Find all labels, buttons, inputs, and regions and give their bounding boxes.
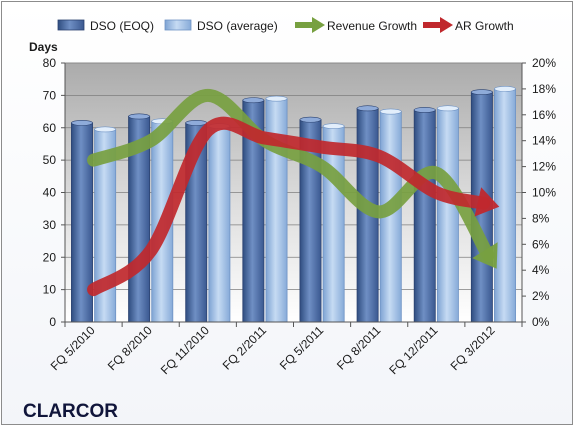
- y-right-tick-label: 6%: [532, 237, 550, 251]
- y-left-tick-label: 20: [43, 250, 57, 264]
- legend-arrowhead-revenue-growth: [312, 17, 325, 33]
- bar-cap: [322, 123, 345, 130]
- y-left-tick-label: 70: [43, 88, 57, 102]
- legend-label-revenue-growth: Revenue Growth: [327, 19, 417, 33]
- bar-cap: [242, 97, 265, 104]
- y-left-tick-label: 60: [43, 121, 57, 135]
- ar-growth-arrowhead: [474, 187, 500, 217]
- y-right-tick-label: 18%: [532, 82, 556, 96]
- legend-label-ar-growth: AR Growth: [455, 19, 514, 33]
- bar-cap: [185, 119, 208, 126]
- legend-label-dso-eoq-: DSO (EOQ): [90, 19, 154, 33]
- bar-cap: [379, 108, 402, 115]
- y-right-tick-label: 16%: [532, 108, 556, 122]
- x-tick-label: FQ 3/2012: [448, 323, 498, 373]
- bar: [413, 109, 436, 323]
- y-left-tick-label: 40: [43, 186, 57, 200]
- bar-cap: [94, 126, 116, 133]
- legend-arrowhead-ar-growth: [440, 17, 453, 33]
- bar: [208, 125, 231, 323]
- x-tick-label: FQ 8/2010: [105, 323, 155, 373]
- bar-cap: [128, 113, 150, 120]
- y-right-tick-label: 8%: [532, 211, 550, 225]
- y-left-tick-label: 80: [43, 56, 57, 70]
- y-left-tick-label: 10: [43, 283, 57, 297]
- bar-cap: [356, 105, 379, 112]
- x-tick-label: FQ 5/2010: [48, 323, 98, 373]
- bar-cap: [471, 89, 493, 96]
- y-right-tick-label: 20%: [532, 56, 556, 70]
- y-right-tick-label: 4%: [532, 263, 550, 277]
- x-tick-label: FQ 8/2011: [334, 323, 384, 373]
- legend-swatch-dso-eoq-: [57, 19, 85, 31]
- chart-frame: 0 10 20 30 40 50 60 70 80 0% 2% 4% 6% 8% 10% 12% 14% 16% 1…: [1, 1, 573, 425]
- y-right-tick-label: 2%: [532, 289, 550, 303]
- x-tick-label: FQ 5/2011: [277, 323, 327, 373]
- x-tick-label: FQ 2/2011: [220, 323, 270, 373]
- bar-cap: [413, 107, 436, 113]
- x-tick-label: FQ 11/2010: [158, 323, 212, 377]
- y-right-tick-label: 12%: [532, 160, 556, 174]
- legend-swatch-dso-average-: [164, 19, 192, 31]
- chart-svg: 0 10 20 30 40 50 60 70 80 0% 2% 4% 6% 8% 10% 12% 14% 16% 1…: [23, 17, 556, 422]
- revenue-growth-arrowhead: [472, 242, 498, 269]
- y-right-tick-label: 0%: [532, 315, 550, 329]
- legend-label-dso-average-: DSO (average): [197, 19, 278, 33]
- revenue-growth-line: [87, 88, 495, 262]
- bar-cap: [299, 116, 322, 123]
- bar: [265, 98, 288, 323]
- bar-cap: [71, 119, 93, 126]
- x-tick-label: FQ 12/2011: [386, 323, 440, 377]
- y-left-tick-label: 0: [49, 315, 56, 329]
- bar: [436, 107, 459, 323]
- y-axis-left-label: Days: [29, 40, 58, 54]
- bar-cap: [494, 86, 516, 92]
- y-right-tick-label: 14%: [532, 134, 556, 148]
- ar-growth-line: [87, 116, 491, 297]
- y-left-tick-label: 30: [43, 218, 57, 232]
- bar-cap: [437, 105, 459, 112]
- y-left-tick-label: 50: [43, 153, 57, 167]
- bar-cap: [265, 95, 288, 102]
- company-name: CLARCOR: [23, 401, 118, 422]
- y-right-tick-label: 10%: [532, 186, 556, 200]
